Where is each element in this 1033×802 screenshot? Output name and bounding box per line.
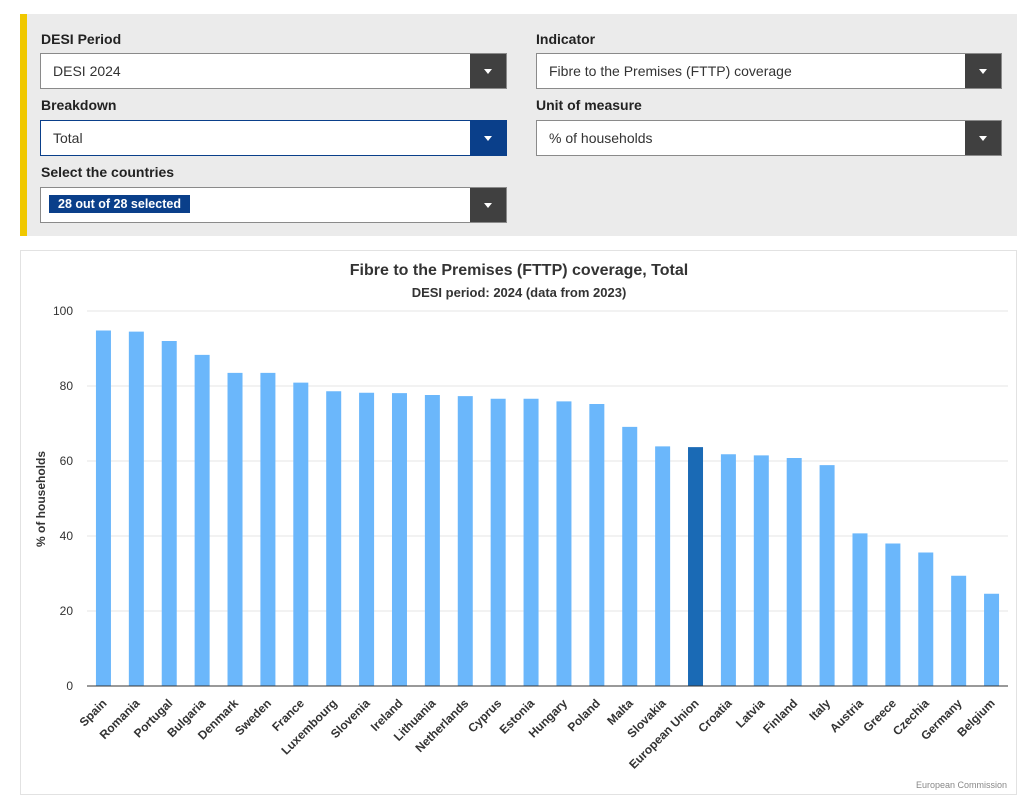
chart-container: Fibre to the Premises (FTTP) coverage, T… (20, 250, 1017, 795)
credit-text: European Commission (916, 780, 1007, 790)
bar-denmark[interactable] (227, 372, 243, 686)
indicator-dropdown-button[interactable] (965, 54, 1001, 88)
bars (95, 330, 1000, 687)
breakdown-dropdown-button[interactable] (470, 121, 506, 155)
breakdown-value: Total (53, 130, 83, 146)
countries-selected-badge: 28 out of 28 selected (49, 195, 190, 213)
chart-subtitle: DESI period: 2024 (data from 2023) (412, 285, 627, 300)
bar-sweden[interactable] (260, 372, 276, 686)
indicator-select[interactable]: Fibre to the Premises (FTTP) coverage (536, 53, 1002, 89)
countries-label: Select the countries (41, 164, 175, 180)
unit-dropdown-button[interactable] (965, 121, 1001, 155)
period-dropdown-button[interactable] (470, 54, 506, 88)
bar-luxembourg[interactable] (326, 391, 342, 686)
bar-ireland[interactable] (391, 393, 407, 686)
period-label: DESI Period (41, 31, 122, 47)
bar-european-union[interactable] (688, 447, 704, 686)
bar-netherlands[interactable] (457, 396, 473, 686)
bar-greece[interactable] (885, 543, 901, 687)
countries-dropdown-button[interactable] (470, 188, 506, 222)
unit-label: Unit of measure (536, 97, 642, 113)
bar-bulgaria[interactable] (194, 354, 210, 686)
x-axis-labels: SpainRomaniaPortugalBulgariaDenmarkSwede… (77, 696, 998, 772)
y-tick-label: 0 (66, 679, 73, 693)
bar-spain[interactable] (95, 330, 111, 687)
countries-select[interactable]: 28 out of 28 selected (40, 187, 507, 223)
bar-poland[interactable] (589, 404, 605, 686)
chevron-down-icon (484, 203, 492, 208)
breakdown-label: Breakdown (41, 97, 117, 113)
bar-malta[interactable] (622, 426, 638, 686)
bar-cyprus[interactable] (490, 398, 506, 686)
x-tick-label: Austria (827, 696, 866, 735)
bar-italy[interactable] (819, 465, 835, 686)
bar-czechia[interactable] (918, 552, 934, 687)
unit-select[interactable]: % of households (536, 120, 1002, 156)
chevron-down-icon (484, 136, 492, 141)
bar-belgium[interactable] (984, 593, 1000, 686)
breakdown-select[interactable]: Total (40, 120, 507, 156)
grid-lines (87, 310, 1008, 612)
bar-austria[interactable] (852, 533, 868, 686)
chevron-down-icon (979, 136, 987, 141)
y-tick-label: 60 (60, 454, 74, 468)
chevron-down-icon (979, 69, 987, 74)
y-tick-label: 20 (60, 604, 74, 618)
bar-france[interactable] (293, 382, 309, 686)
bar-croatia[interactable] (720, 454, 736, 686)
x-tick-label: Finland (760, 696, 800, 736)
period-select[interactable]: DESI 2024 (40, 53, 507, 89)
x-tick-label: Italy (806, 696, 833, 723)
bar-chart: Fibre to the Premises (FTTP) coverage, T… (34, 262, 1008, 790)
bar-finland[interactable] (786, 458, 802, 686)
x-tick-label: Croatia (695, 696, 734, 735)
indicator-value: Fibre to the Premises (FTTP) coverage (549, 63, 792, 79)
indicator-label: Indicator (536, 31, 596, 47)
chart-title: Fibre to the Premises (FTTP) coverage, T… (350, 262, 688, 279)
y-tick-label: 100 (53, 304, 73, 318)
x-tick-label: Poland (565, 696, 603, 734)
filter-panel: DESI Period DESI 2024 Indicator Fibre to… (20, 14, 1017, 236)
bar-latvia[interactable] (753, 455, 769, 686)
y-axis-ticks: 0 20 40 60 80 100 (53, 304, 73, 693)
chevron-down-icon (484, 69, 492, 74)
bar-hungary[interactable] (556, 401, 572, 686)
bar-slovenia[interactable] (359, 392, 375, 686)
y-tick-label: 40 (60, 529, 74, 543)
bar-estonia[interactable] (523, 398, 539, 686)
unit-value: % of households (549, 130, 653, 146)
y-axis-label: % of households (34, 451, 48, 547)
bar-romania[interactable] (128, 331, 144, 686)
bar-germany[interactable] (951, 575, 967, 686)
bar-portugal[interactable] (161, 341, 177, 686)
period-value: DESI 2024 (53, 63, 121, 79)
bar-slovakia[interactable] (655, 446, 671, 686)
x-tick-label: Sweden (232, 696, 274, 738)
y-tick-label: 80 (60, 379, 74, 393)
bar-lithuania[interactable] (424, 395, 440, 686)
